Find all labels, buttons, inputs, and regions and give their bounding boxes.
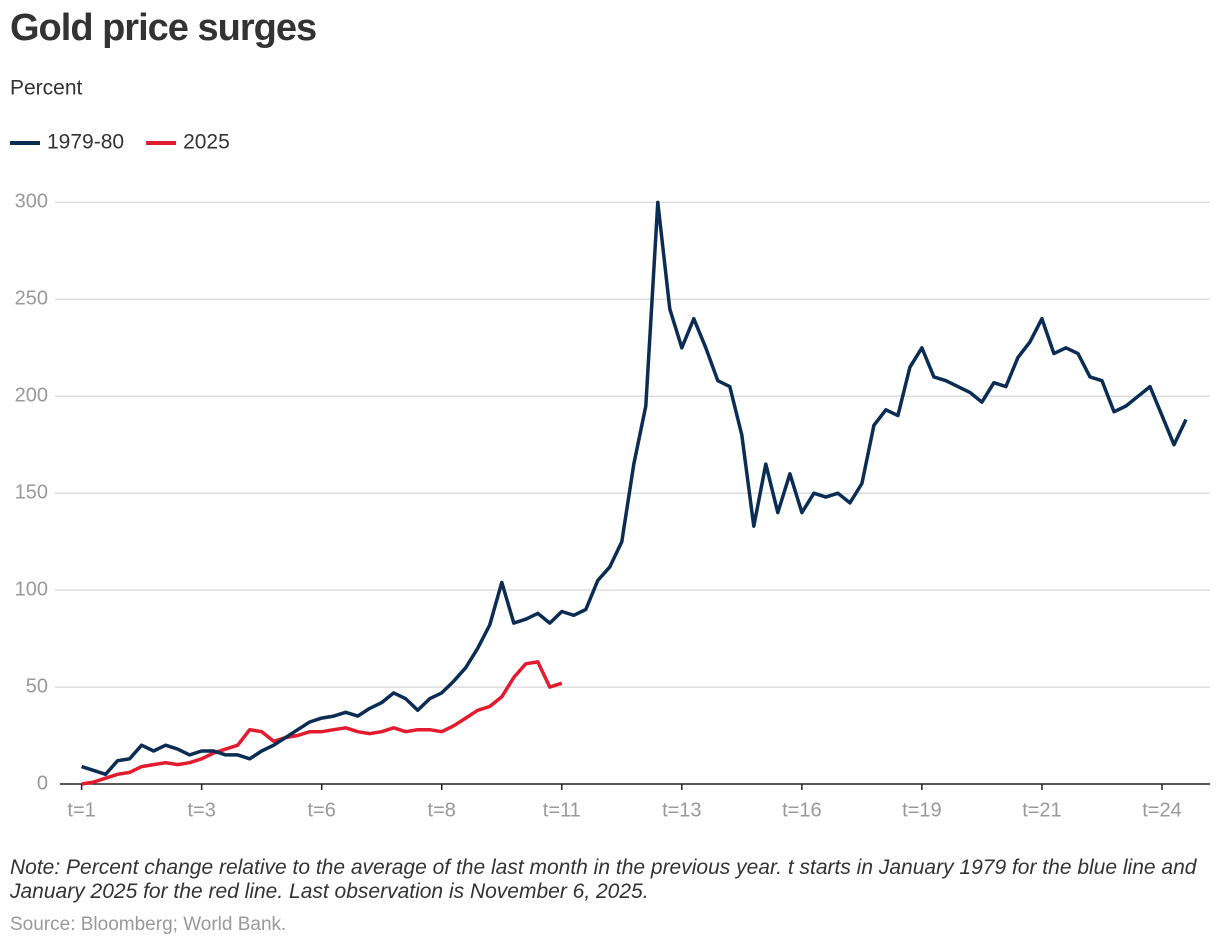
y-tick-label: 200 [15,385,48,407]
line-series [81,660,563,786]
x-tick-label: t=19 [902,799,941,821]
legend: 1979-80 2025 [10,131,230,154]
x-tick-label: t=24 [1142,799,1181,821]
legend-label: 1979-80 [47,131,124,154]
y-tick-label: 50 [26,675,48,697]
chart-subtitle: Percent [10,77,83,100]
x-tick-label: t=13 [662,799,701,821]
chart: Gold price surges Percent 1979-80 2025 0 5… [10,7,1210,821]
x-tick-label: t=11 [543,799,581,821]
legend-label: 2025 [183,131,230,154]
note: Note: Percent change relative to the ave… [10,856,1197,903]
source: Source: Bloomberg; World Bank. [10,914,287,935]
x-tick-label: t=3 [187,799,215,821]
line-series [81,200,1188,777]
x-tick-label: t=21 [1022,799,1061,821]
y-tick-label: 150 [15,481,48,503]
x-tick-label: t=16 [782,799,821,821]
y-tick-label: 100 [15,578,48,600]
x-tick-label: t=6 [308,799,336,821]
y-tick-label: 300 [15,191,48,213]
y-tick-label: 250 [15,288,48,310]
x-tick-label: t=8 [428,799,456,821]
y-tick-label: 0 [37,772,48,794]
chart-title: Gold price surges [10,7,316,49]
x-tick-label: t=1 [67,799,95,821]
